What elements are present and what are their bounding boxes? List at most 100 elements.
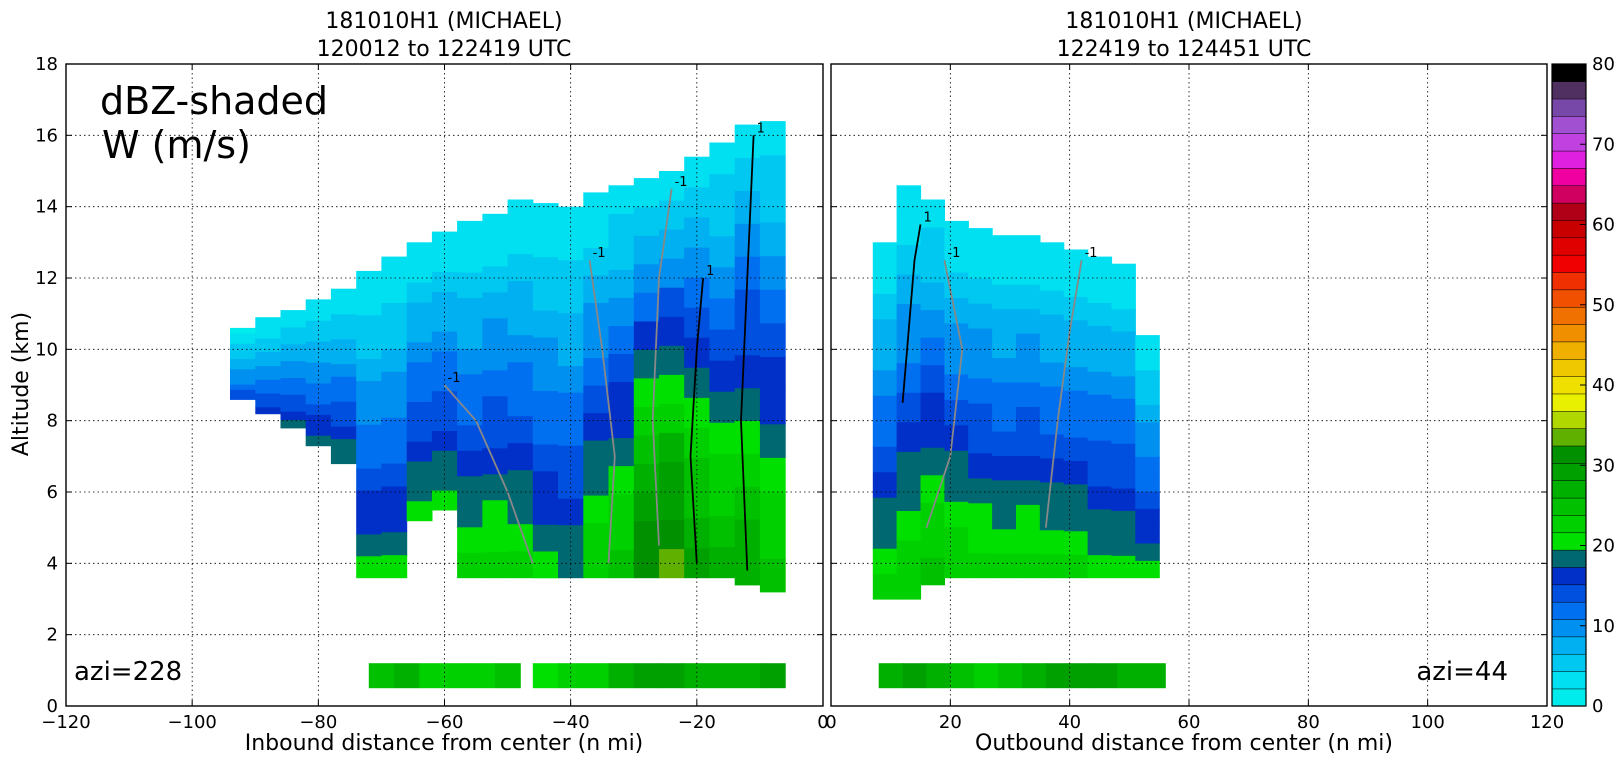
left-echo-cell-17-1 (659, 519, 685, 550)
right-echo-cell-2-5 (920, 419, 945, 448)
left-echo-cell-11-8 (507, 334, 534, 363)
right-echo-cell-5-13 (992, 235, 1017, 261)
colorbar-segment-21 (1551, 324, 1587, 343)
left-echo-cell-20-5 (734, 387, 761, 421)
left-echo-cell-20-7 (734, 321, 761, 356)
right-echo-cell-4-8 (968, 352, 993, 379)
left-echo-cell-7-6 (406, 381, 433, 402)
left-echo-cell-11-11 (507, 253, 534, 282)
left-echo-cell-14-6 (583, 385, 610, 414)
right-echo-cell-9-3 (1087, 485, 1113, 510)
left-echo-cell-13-11 (558, 259, 584, 287)
left-echo-cell-12-11 (532, 256, 559, 284)
left-echo-cell-15-9 (608, 297, 635, 326)
left-echo-cell-14-1 (583, 522, 610, 551)
left-echo-cell-0-10 (230, 343, 256, 349)
left-echo-cell-12-10 (532, 283, 559, 311)
colorbar-segment-19 (1551, 358, 1587, 377)
left-echo-cell-8-10 (431, 291, 458, 312)
left-echo-cell-4-1 (330, 438, 357, 452)
left-echo-cell-19-7 (709, 329, 736, 361)
right-echo-cell-8-2 (1063, 507, 1089, 532)
colorbar-tick-label-7: 70 (1592, 134, 1615, 155)
left-echo-cell-21-9 (759, 255, 786, 290)
left-echo-cell-17-6 (659, 374, 685, 404)
right-echo-cell-7-13 (1039, 242, 1065, 267)
left-echo-cell-6-5 (381, 440, 408, 464)
left-echo-cell-5-9 (356, 358, 382, 381)
left-echo-cell-21-11 (759, 188, 786, 223)
left-echo-cell-1-3 (255, 386, 282, 394)
left-echo-cell-7-11 (406, 282, 433, 303)
left-echo-cell-5-10 (356, 336, 382, 360)
right-echo-cell-9-7 (1087, 394, 1113, 418)
left-echo-cell-4-6 (330, 376, 357, 390)
left-echo-cell-16-4 (633, 434, 660, 464)
right-echo-cell-7-9 (1039, 338, 1065, 363)
left-surface-echo-15 (759, 663, 786, 689)
left-echo-cell-10-8 (482, 343, 509, 371)
left-echo-cell-15-10 (608, 269, 635, 298)
left-w-contour-label-2: -1 (448, 371, 461, 386)
left-echo-cell-4-7 (330, 363, 357, 377)
colorbar-segment-26 (1551, 237, 1587, 256)
colorbar-segment-30 (1551, 167, 1587, 187)
left-echo-cell-16-11 (633, 235, 660, 265)
right-echo-cell-2-13 (920, 199, 945, 228)
left-echo-cell-5-6 (356, 424, 382, 447)
right-echo-cell-4-11 (968, 278, 993, 304)
left-surface-echo-4 (469, 663, 496, 689)
left-echo-cell-3-9 (305, 341, 332, 353)
right-echo-cell-0-2 (872, 522, 898, 549)
left-echo-cell-8-5 (431, 390, 458, 412)
left-echo-cell-9-1 (457, 526, 483, 553)
right-echo-cell-0-5 (872, 446, 898, 473)
colorbar-segment-5 (1551, 601, 1587, 620)
left-echo-cell-1-7 (255, 358, 282, 366)
left-echo-cell-1-2 (255, 392, 282, 401)
left-echo-cell-12-9 (532, 310, 559, 338)
left-echo-cell-6-3 (381, 485, 408, 510)
left-echo-cell-2-5 (280, 377, 307, 387)
right-echo-cell-10-1 (1111, 532, 1136, 556)
right-azimuth-label: azi=44 (1416, 657, 1508, 687)
left-echo-cell-13-1 (558, 524, 584, 552)
right-echo-cell-0-11 (872, 293, 898, 320)
left-echo-cell-15-8 (608, 325, 635, 354)
left-echo-cell-21-3 (759, 457, 786, 492)
left-surface-echo-14 (734, 663, 761, 689)
left-plot-area: 1 1 -1 -1 -1 −120 −100 −80 −60 −40 −20 0 0 2 4 6 8 10 12 14… (35, 54, 829, 733)
colorbar-segment-6 (1551, 584, 1587, 603)
left-echo-cell-2-0 (280, 419, 307, 429)
left-echo-cell-1-12 (255, 324, 282, 332)
right-echo-cell-2-3 (920, 474, 945, 503)
left-surface-echo-0 (368, 663, 395, 689)
colorbar-segment-20 (1551, 341, 1587, 360)
right-echo-cell-3-8 (944, 348, 969, 375)
left-echo-cell-7-5 (406, 401, 433, 422)
right-echo-cell-9-8 (1087, 371, 1113, 395)
colorbar-segment-3 (1551, 636, 1587, 655)
left-echo-cell-8-11 (431, 271, 458, 292)
left-echo-cell-0-12 (230, 333, 256, 339)
left-echo-cell-9-0 (457, 552, 483, 579)
left-surface-echo-6 (532, 663, 559, 689)
left-echo-cell-1-11 (255, 331, 282, 339)
left-echo-cell-10-13 (482, 213, 509, 241)
right-echo-cell-0-4 (872, 471, 898, 498)
colorbar-segment-1 (1551, 671, 1587, 690)
right-echo-cell-11-0 (1135, 560, 1160, 579)
colorbar-segment-24 (1551, 271, 1587, 291)
left-echo-cell-9-5 (457, 424, 483, 451)
left-echo-cell-19-13 (709, 142, 736, 175)
right-w-contour-2 (1044, 260, 1083, 528)
left-echo-cell-10-2 (482, 499, 509, 527)
left-xtick-label-5: −20 (678, 712, 716, 733)
left-echo-cell-11-7 (507, 361, 534, 390)
right-w-contour-1 (925, 260, 964, 528)
colorbar-segment-15 (1551, 428, 1587, 447)
right-xtick-label-1: 20 (939, 712, 962, 733)
left-w-contour-3 (588, 260, 616, 564)
right-echo-cell-11-11 (1135, 369, 1160, 388)
left-echo-cell-2-2 (280, 402, 307, 412)
